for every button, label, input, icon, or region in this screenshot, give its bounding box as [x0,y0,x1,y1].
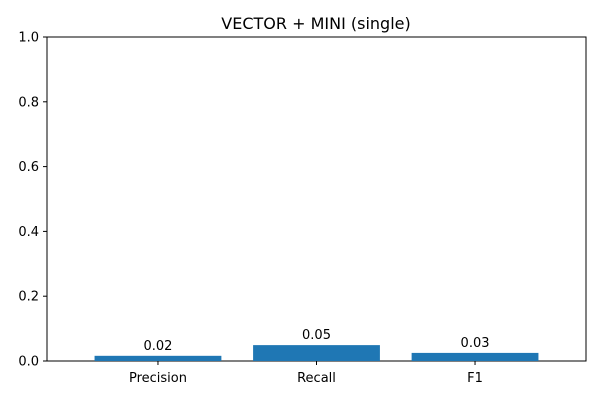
y-tick-label: 0.4 [18,225,39,240]
value-labels: 0.02 0.05 0.03 [143,328,489,354]
bar-precision [94,355,222,361]
bar-recall [253,345,380,361]
value-label-recall: 0.05 [302,328,331,343]
y-tick-label: 0.2 [18,290,39,305]
x-tick-label-precision: Precision [129,371,187,386]
y-tick-label: 0.0 [18,355,39,370]
chart-title: VECTOR + MINI (single) [221,14,410,33]
value-label-f1: 0.03 [461,336,490,351]
value-label-precision: 0.02 [143,339,172,354]
plot-frame [46,36,587,362]
y-tick-label: 0.8 [18,95,39,110]
bar-f1 [411,352,539,361]
bars [94,345,539,361]
y-tick-label: 0.6 [18,160,39,175]
y-tick-label: 1.0 [18,31,39,46]
x-tick-label-f1: F1 [467,371,483,386]
axes: Precision Recall F1 0.0 0.2 0.4 0.6 0.8 1.0 [18,31,587,386]
x-tick-label-recall: Recall [297,371,336,386]
